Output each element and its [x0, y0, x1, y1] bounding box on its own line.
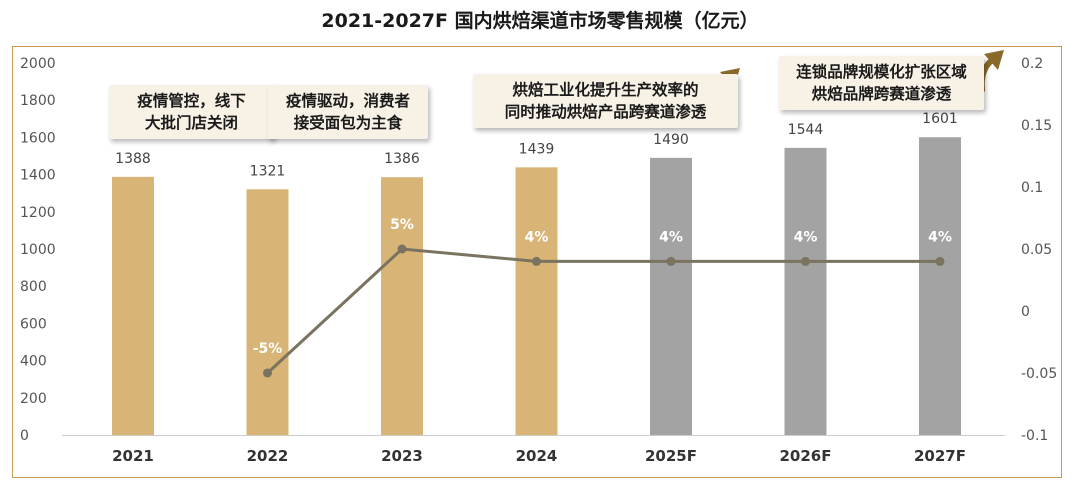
- x-tick-label: 2025F: [645, 447, 697, 465]
- growth-point-label: 5%: [390, 217, 414, 233]
- bar-value-label: 1321: [250, 163, 286, 179]
- annotation-3-line-1: 烘焙工业化提升生产效率的: [512, 81, 699, 99]
- y-axis-right: 0.2 0.15 0.1 0.05 0 -0.05 -0.1: [1021, 56, 1057, 444]
- annotation-4-line-2: 烘焙品牌跨赛道渗透: [811, 85, 952, 103]
- bar-value-label: 1388: [115, 151, 151, 167]
- growth-point-label: 4%: [794, 229, 818, 245]
- bar-value-label: 1439: [519, 141, 555, 157]
- annotation-1-line-1: 疫情管控，线下: [137, 92, 246, 110]
- y-tick-label: 800: [20, 279, 47, 295]
- y-tick-label: 1200: [20, 205, 56, 221]
- y2-tick-label: -0.05: [1021, 366, 1057, 382]
- bar-value-label: 1544: [788, 122, 824, 138]
- growth-point-label: 4%: [928, 229, 952, 245]
- y-tick-label: 1600: [20, 130, 56, 146]
- bar: [784, 147, 827, 436]
- x-tick-label: 2021: [112, 447, 154, 465]
- annotation-2-line-2: 接受面包为主食: [293, 114, 403, 132]
- arrow-2-head: [984, 50, 1004, 70]
- growth-point-label: 4%: [659, 229, 683, 245]
- annotation-4-line-1: 连锁品牌规模化扩张区域: [796, 63, 967, 81]
- growth-point: [801, 256, 810, 266]
- y-tick-label: 1800: [20, 93, 56, 109]
- annotation-4: 连锁品牌规模化扩张区域 烘焙品牌跨赛道渗透: [779, 56, 984, 110]
- bars-group: [112, 137, 961, 436]
- y-tick-label: 600: [20, 316, 47, 332]
- growth-point: [532, 256, 541, 266]
- x-axis: 2021 2022 2023 2024 2025F 2026F 2027F: [62, 435, 1005, 465]
- growth-point: [397, 244, 407, 254]
- bar: [381, 177, 423, 436]
- y-tick-label: 400: [20, 354, 47, 370]
- annotation-3-line-2: 同时推动烘焙产品跨赛道渗透: [504, 103, 707, 121]
- bar: [919, 137, 961, 436]
- growth-point: [666, 256, 676, 266]
- y-tick-label: 200: [20, 391, 47, 407]
- y-tick-label: 0: [20, 428, 29, 444]
- chart-title: 2021-2027F 国内烘焙渠道市场零售规模（亿元）: [321, 10, 759, 32]
- annotation-3: 烘焙工业化提升生产效率的 同时推动烘焙产品跨赛道渗透: [473, 74, 738, 128]
- bar-value-label: 1490: [653, 132, 689, 148]
- annotation-2: 疫情驱动，消费者 接受面包为主食: [268, 85, 428, 139]
- bar-value-label: 1386: [384, 151, 420, 167]
- growth-point-label: -5%: [253, 341, 283, 357]
- growth-point: [263, 368, 272, 378]
- growth-point-label: 4%: [525, 229, 549, 245]
- bar: [246, 189, 289, 435]
- chart-frame: [12, 46, 1062, 478]
- y-tick-label: 1000: [20, 242, 56, 258]
- y2-tick-label: 0: [1021, 304, 1030, 320]
- x-tick-label: 2023: [381, 447, 423, 465]
- bar: [515, 167, 558, 435]
- x-tick-label: 2026F: [780, 447, 832, 465]
- y-tick-label: 1400: [20, 168, 56, 184]
- growth-line-group: -5% 5% 4% 4% 4% 4%: [253, 217, 952, 378]
- y2-tick-label: 0.05: [1021, 242, 1052, 258]
- annotation-1-line-2: 大批门店关闭: [144, 114, 238, 132]
- y-tick-label: 2000: [20, 56, 56, 72]
- x-tick-label: 2022: [247, 447, 289, 465]
- annotation-2-line-1: 疫情驱动，消费者: [285, 92, 410, 110]
- bar: [650, 157, 692, 436]
- bar-value-label: 1601: [922, 111, 958, 127]
- y2-tick-label: -0.1: [1021, 428, 1048, 444]
- y2-tick-label: 0.1: [1021, 180, 1043, 196]
- growth-point: [935, 256, 945, 266]
- bar: [112, 176, 154, 435]
- bar-labels-group: 1388 1321 1386 1439 1490 1544 1601: [115, 111, 958, 179]
- y2-tick-label: 0.2: [1021, 56, 1043, 72]
- y2-tick-label: 0.15: [1021, 118, 1052, 134]
- x-tick-label: 2027F: [914, 447, 966, 465]
- x-tick-label: 2024: [516, 447, 558, 465]
- growth-line: [266, 247, 940, 375]
- annotation-1: 疫情管控，线下 大批门店关闭: [109, 85, 274, 139]
